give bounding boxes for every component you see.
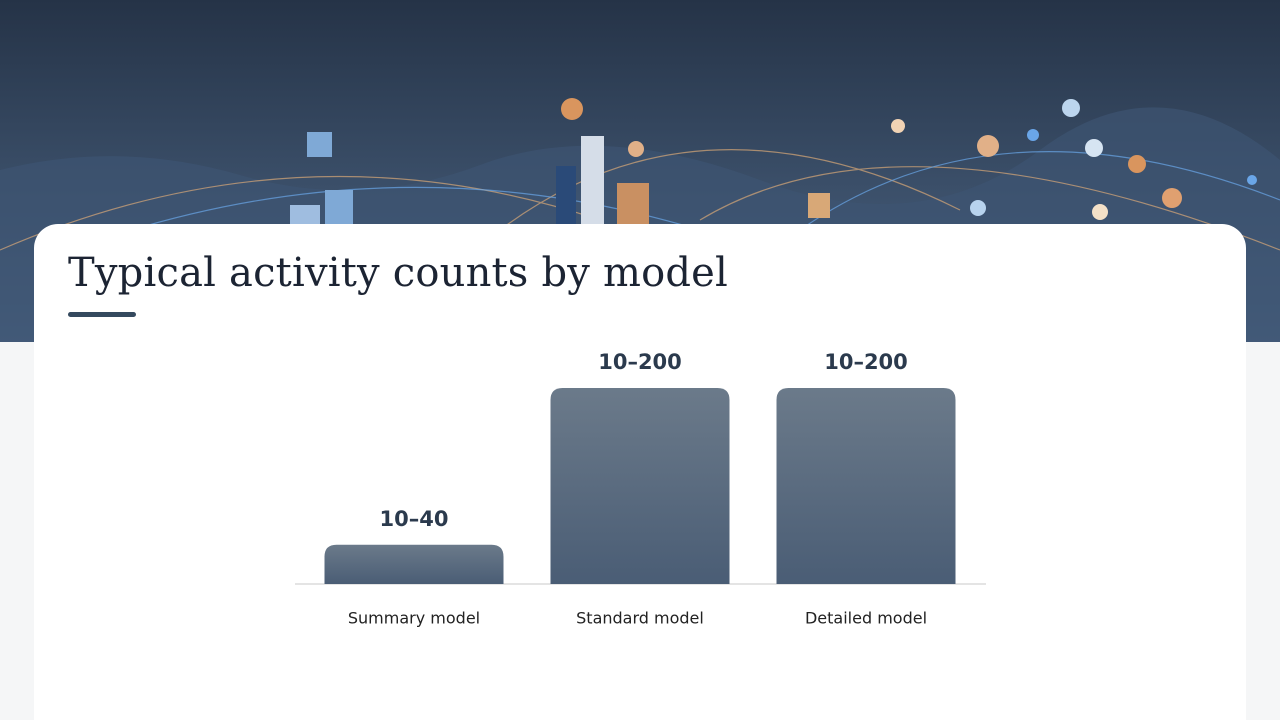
x-tick-label: Summary model — [348, 609, 480, 628]
value-label: 10–200 — [824, 350, 908, 374]
value-label: 10–200 — [598, 350, 682, 374]
nodes — [561, 98, 1257, 220]
title-rule — [68, 312, 136, 317]
arcs-blue — [99, 151, 1280, 241]
x-tick-label: Detailed model — [805, 609, 927, 628]
blocks — [290, 132, 830, 224]
bar — [776, 388, 956, 584]
chart-title: Typical activity counts by model — [68, 250, 729, 296]
bar — [324, 544, 504, 584]
bar — [550, 388, 730, 584]
x-tick-label: Standard model — [576, 609, 704, 628]
value-label: 10–40 — [380, 507, 449, 531]
